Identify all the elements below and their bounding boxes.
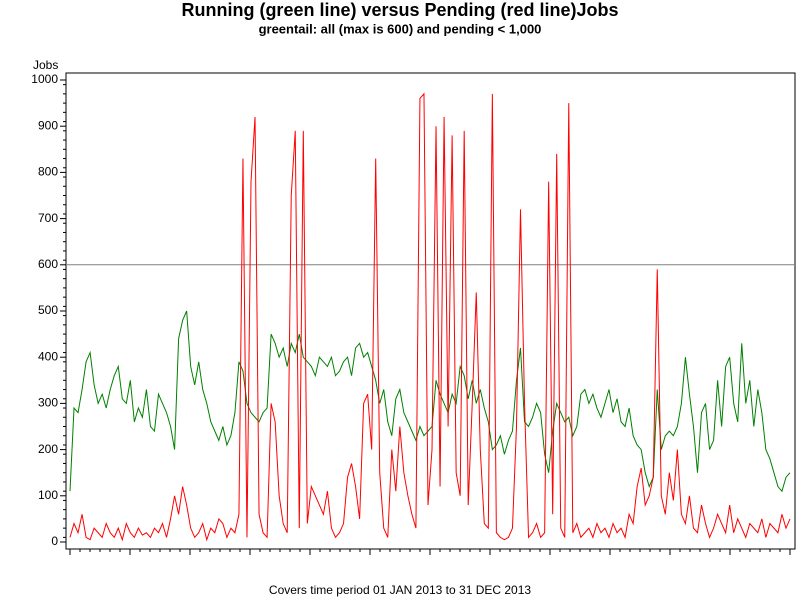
y-tick-label: 400	[38, 349, 58, 363]
y-tick-label: 300	[38, 396, 58, 410]
y-axis-label: Jobs	[33, 58, 58, 72]
y-tick-label: 200	[38, 442, 58, 456]
chart-subtitle: greentail: all (max is 600) and pending …	[259, 21, 542, 36]
y-tick-label: 600	[38, 257, 58, 271]
series-line	[69, 310, 791, 493]
chart-title: Running (green line) versus Pending (red…	[181, 0, 618, 20]
y-tick-label: 500	[38, 303, 58, 317]
y-tick-label: 1000	[31, 72, 58, 86]
y-tick-label: 800	[38, 165, 58, 179]
plot-frame	[65, 72, 796, 550]
y-tick-label: 900	[38, 118, 58, 132]
y-tick-label: 0	[51, 534, 58, 548]
y-tick-label: 100	[38, 488, 58, 502]
y-tick-label: 700	[38, 211, 58, 225]
footnote: Covers time period 01 JAN 2013 to 31 DEC…	[269, 583, 531, 597]
series-line	[69, 92, 791, 542]
